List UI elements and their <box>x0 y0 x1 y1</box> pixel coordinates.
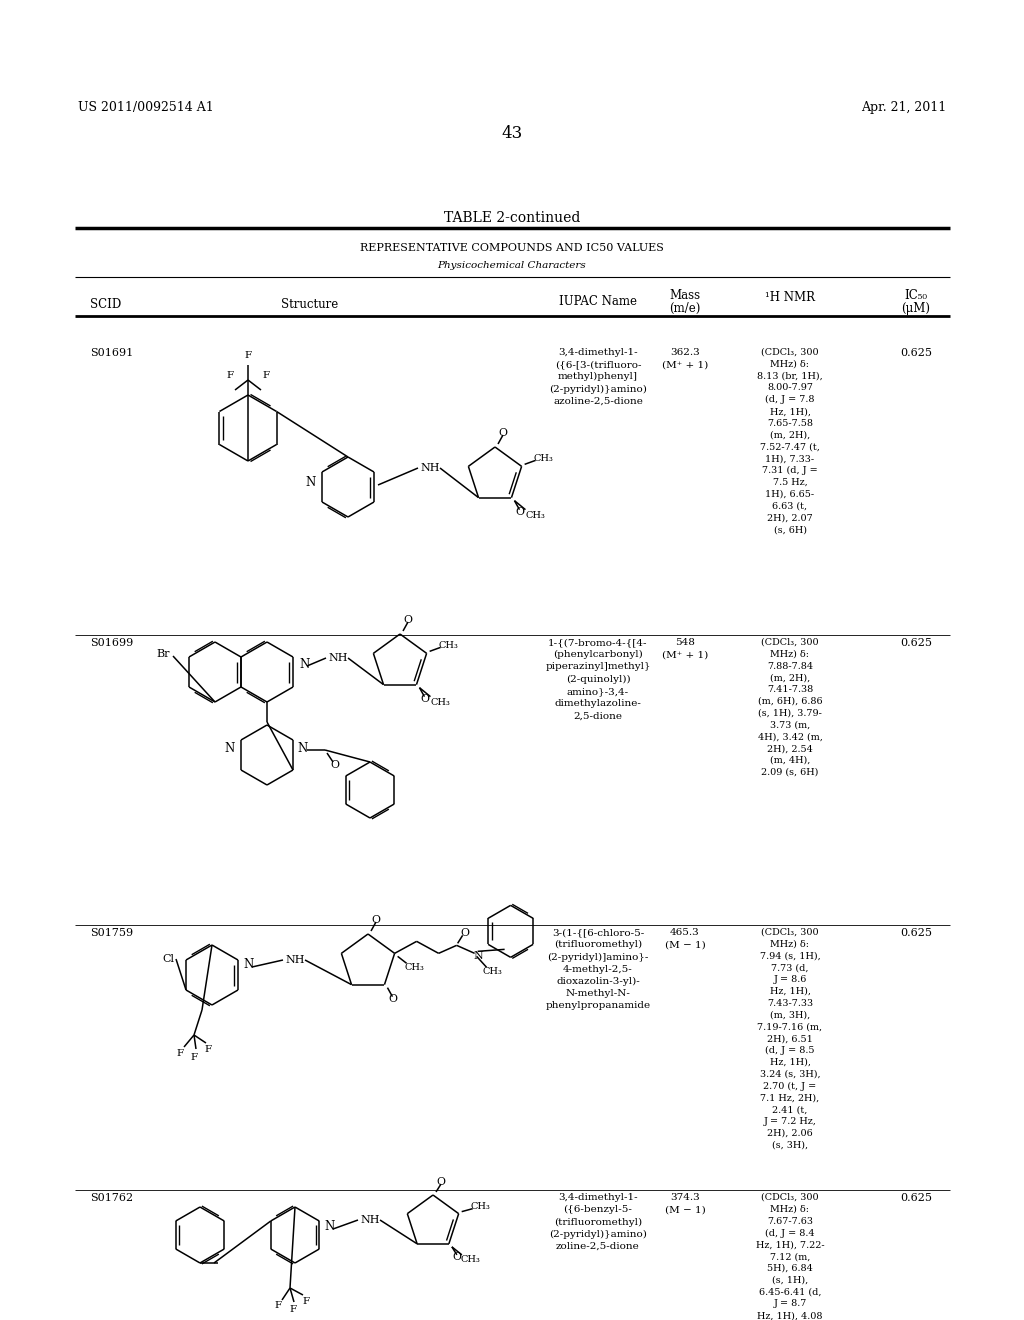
Text: NH: NH <box>360 1214 380 1225</box>
Text: F: F <box>245 351 252 359</box>
Text: 3,4-dimethyl-1-
({6-benzyl-5-
(trifluoromethyl)
(2-pyridyl)}amino)
zoline-2,5-di: 3,4-dimethyl-1- ({6-benzyl-5- (trifluoro… <box>549 1193 647 1251</box>
Text: CH₃: CH₃ <box>461 1255 481 1265</box>
Text: SCID: SCID <box>90 298 121 312</box>
Text: O: O <box>388 994 397 1003</box>
Text: N: N <box>306 477 316 490</box>
Text: Br: Br <box>157 649 170 659</box>
Text: O: O <box>515 507 524 516</box>
Text: NH: NH <box>329 653 348 663</box>
Text: (μM): (μM) <box>901 302 931 315</box>
Text: S01759: S01759 <box>90 928 133 939</box>
Text: O: O <box>460 928 469 939</box>
Text: 0.625: 0.625 <box>900 638 932 648</box>
Text: F: F <box>302 1296 309 1305</box>
Text: (CDCl₃, 300
MHz) δ:
7.88-7.84
(m, 2H),
7.41-7.38
(m, 6H), 6.86
(s, 1H), 3.79-
3.: (CDCl₃, 300 MHz) δ: 7.88-7.84 (m, 2H), 7… <box>758 638 822 776</box>
Text: CH₃: CH₃ <box>430 698 451 708</box>
Text: 0.625: 0.625 <box>900 348 932 358</box>
Text: F: F <box>290 1305 297 1315</box>
Text: O: O <box>499 428 508 438</box>
Text: REPRESENTATIVE COMPOUNDS AND IC50 VALUES: REPRESENTATIVE COMPOUNDS AND IC50 VALUES <box>360 243 664 253</box>
Text: Structure: Structure <box>282 298 339 312</box>
Text: US 2011/0092514 A1: US 2011/0092514 A1 <box>78 102 214 115</box>
Text: CH₃: CH₃ <box>438 640 459 649</box>
Text: F: F <box>274 1302 282 1311</box>
Text: 548
(M⁺ + 1): 548 (M⁺ + 1) <box>662 638 709 660</box>
Text: S01762: S01762 <box>90 1193 133 1203</box>
Text: Physicochemical Characters: Physicochemical Characters <box>437 260 587 269</box>
Text: O: O <box>453 1251 462 1262</box>
Text: F: F <box>190 1052 198 1061</box>
Text: O: O <box>331 760 340 770</box>
Text: (m/e): (m/e) <box>670 302 700 315</box>
Text: CH₃: CH₃ <box>482 966 503 975</box>
Text: TABLE 2-continued: TABLE 2-continued <box>443 211 581 224</box>
Text: F: F <box>262 371 269 380</box>
Text: CH₃: CH₃ <box>404 962 425 972</box>
Text: S01699: S01699 <box>90 638 133 648</box>
Text: 362.3
(M⁺ + 1): 362.3 (M⁺ + 1) <box>662 348 709 370</box>
Text: F: F <box>226 371 233 380</box>
Text: 465.3
(M − 1): 465.3 (M − 1) <box>665 928 706 949</box>
Text: (CDCl₃, 300
MHz) δ:
7.94 (s, 1H),
7.73 (d,
J = 8.6
Hz, 1H),
7.43-7.33
(m, 3H),
7: (CDCl₃, 300 MHz) δ: 7.94 (s, 1H), 7.73 (… <box>758 928 822 1150</box>
Text: (CDCl₃, 300
MHz) δ:
8.13 (br, 1H),
8.00-7.97
(d, J = 7.8
Hz, 1H),
7.65-7.58
(m, : (CDCl₃, 300 MHz) δ: 8.13 (br, 1H), 8.00-… <box>757 348 823 535</box>
Text: NH: NH <box>286 954 305 965</box>
Text: (CDCl₃, 300
MHz) δ:
7.67-7.63
(d, J = 8.4
Hz, 1H), 7.22-
7.12 (m,
5H), 6.84
(s, : (CDCl₃, 300 MHz) δ: 7.67-7.63 (d, J = 8.… <box>756 1193 824 1320</box>
Text: IUPAC Name: IUPAC Name <box>559 294 637 308</box>
Text: N: N <box>244 958 254 972</box>
Text: CH₃: CH₃ <box>471 1203 490 1212</box>
Text: N: N <box>300 657 310 671</box>
Text: 3-(1-{[6-chloro-5-
(trifluoromethyl)
(2-pyridyl)]amino}-
4-methyl-2,5-
dioxazoli: 3-(1-{[6-chloro-5- (trifluoromethyl) (2-… <box>546 928 650 1010</box>
Text: O: O <box>420 693 429 704</box>
Text: N: N <box>474 952 483 961</box>
Text: 0.625: 0.625 <box>900 1193 932 1203</box>
Text: N: N <box>298 742 308 755</box>
Text: 43: 43 <box>502 124 522 141</box>
Text: F: F <box>176 1048 183 1057</box>
Text: O: O <box>436 1177 445 1187</box>
Text: IC₅₀: IC₅₀ <box>904 289 928 302</box>
Text: 1-{(7-bromo-4-{[4-
(phenylcarbonyl)
piperazinyl]methyl}
(2-quinolyl))
amino}-3,4: 1-{(7-bromo-4-{[4- (phenylcarbonyl) pipe… <box>545 638 650 721</box>
Text: N: N <box>325 1221 335 1233</box>
Text: CH₃: CH₃ <box>525 511 546 520</box>
Text: O: O <box>403 615 413 624</box>
Text: F: F <box>205 1044 212 1053</box>
Text: 0.625: 0.625 <box>900 928 932 939</box>
Text: Apr. 21, 2011: Apr. 21, 2011 <box>861 102 946 115</box>
Text: 374.3
(M − 1): 374.3 (M − 1) <box>665 1193 706 1214</box>
Text: CH₃: CH₃ <box>534 454 554 463</box>
Text: O: O <box>372 915 381 925</box>
Text: Mass: Mass <box>670 289 700 302</box>
Text: S01691: S01691 <box>90 348 133 358</box>
Text: ¹H NMR: ¹H NMR <box>765 290 815 304</box>
Text: N: N <box>225 742 236 755</box>
Text: NH: NH <box>420 463 439 473</box>
Text: 3,4-dimethyl-1-
({6-[3-(trifluoro-
methyl)phenyl]
(2-pyridyl)}amino)
azoline-2,5: 3,4-dimethyl-1- ({6-[3-(trifluoro- methy… <box>549 348 647 407</box>
Text: Cl: Cl <box>162 954 174 964</box>
